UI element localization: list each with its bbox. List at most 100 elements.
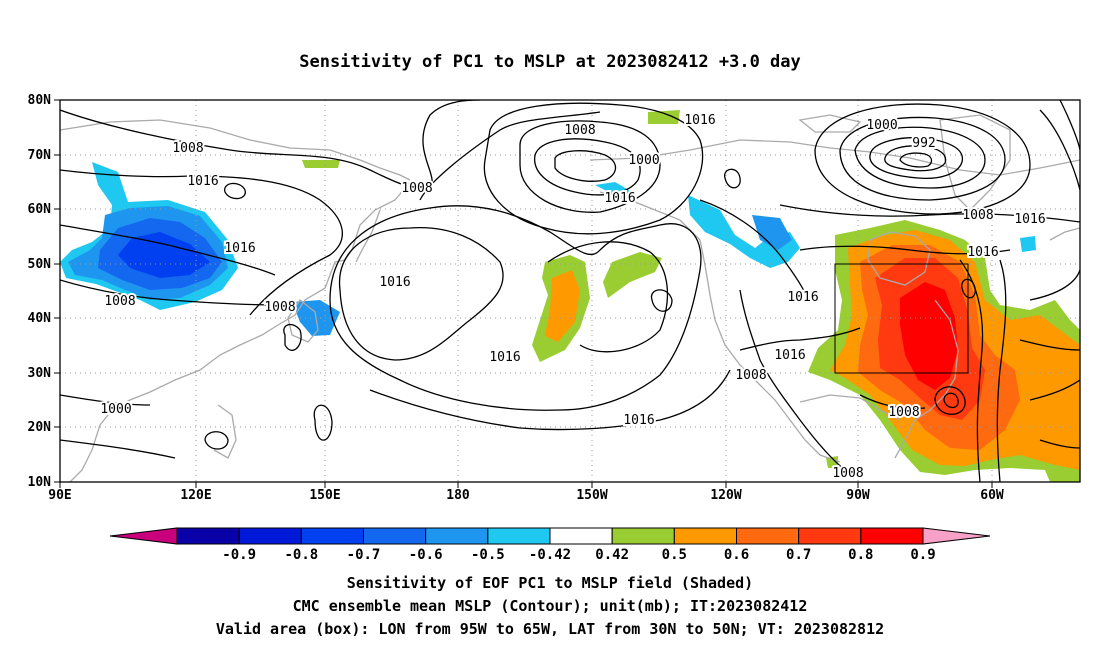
colorbar-label: 0.5 <box>662 547 687 563</box>
contour-1016-coast2 <box>739 327 861 351</box>
caption-line-3: Valid area (box): LON from 95W to 65W, L… <box>216 620 884 638</box>
contour-label: 1016 <box>774 348 805 363</box>
shade-arctic-green1 <box>648 110 680 124</box>
lat-label: 20N <box>28 420 52 435</box>
contour-label: 1016 <box>623 413 654 428</box>
lon-label: 120W <box>710 488 741 503</box>
contour-1016-west <box>60 169 343 316</box>
coast-japan <box>287 299 319 343</box>
colorbar-bin <box>238 527 302 545</box>
colorbar-max-triangle <box>922 527 991 545</box>
contour-label: 1016 <box>379 275 410 290</box>
colorbar-bin <box>736 527 800 545</box>
lat-label: 30N <box>28 366 52 381</box>
contour-label: 1016 <box>604 191 635 206</box>
colorbar-label: 0.42 <box>595 547 629 563</box>
contour-label: 1008 <box>888 405 919 420</box>
contour-atl-east4 <box>1039 439 1080 449</box>
colorbar-label: 0.8 <box>848 547 873 563</box>
contour-1008-asia <box>60 279 281 306</box>
colorbar-label: -0.9 <box>222 547 256 563</box>
map-frame <box>59 99 1081 483</box>
contour-pac-small1 <box>724 168 741 189</box>
contour-arctic-atl <box>1039 109 1080 191</box>
lat-label: 50N <box>28 257 52 272</box>
contour-greenland-992 <box>884 145 947 172</box>
contour-1016-pac-outer <box>329 205 702 411</box>
coast-na-west <box>599 191 841 463</box>
coast-na-arctic <box>589 139 1080 176</box>
contour-label: 1008 <box>172 141 203 156</box>
lat-label: 60N <box>28 202 52 217</box>
colorbar: -0.9 -0.8 -0.7 -0.6 -0.5 -0.42 0.42 0.5 0.6 0.7 0.… <box>109 527 991 563</box>
lon-label: 60W <box>980 488 1004 503</box>
contour-label: 1000 <box>100 402 131 417</box>
contour-1016-coast <box>699 199 809 301</box>
contour-label: 992 <box>912 136 935 151</box>
colorbar-label: -0.7 <box>347 547 381 563</box>
contour-1016-np <box>419 111 601 201</box>
contour-low-asia1 <box>283 323 302 351</box>
contour-na-trough2 <box>996 259 1007 482</box>
shade-pac-blue2 <box>752 215 792 250</box>
contour-1008-gulf <box>859 394 926 410</box>
contour-label: 1008 <box>401 181 432 196</box>
colorbar-min-triangle <box>109 527 178 545</box>
contour-labels: 1008 1016 1016 1008 1008 1000 1008 1016 … <box>98 111 1047 482</box>
axis-tick-marks <box>54 99 993 488</box>
lon-label: 150E <box>309 488 340 503</box>
coast-kamchatka <box>355 209 381 263</box>
lon-label: 150W <box>576 488 607 503</box>
contour-1008-atl <box>779 204 1080 223</box>
mslp-contours <box>60 100 1080 482</box>
contour-label: 1016 <box>787 290 818 305</box>
contour-atl-east <box>1029 269 1080 301</box>
coast-na-east <box>894 299 959 459</box>
contour-label: 1000 <box>628 153 659 168</box>
colorbar-bin <box>673 527 737 545</box>
lon-label: 180 <box>446 488 470 503</box>
contour-greenland-low-mid1 <box>839 116 1006 201</box>
coast-europe <box>1049 227 1080 241</box>
shade-na-red <box>900 282 958 390</box>
colorbar-bin <box>611 527 675 545</box>
contour-greenland-1000 <box>854 126 986 189</box>
shade-atl-blue <box>1020 236 1036 252</box>
longitude-labels: 90E 120E 150E 180 150W 120W 90W 60W <box>48 488 1004 503</box>
shade-pac-green2 <box>603 252 662 298</box>
contour-low-na <box>934 386 966 415</box>
colorbar-label: 0.6 <box>724 547 749 563</box>
colorbar-label: -0.5 <box>471 547 505 563</box>
shade-pac-orange1 <box>545 270 580 342</box>
contour-pac-inner <box>547 241 669 353</box>
contour-label: 1008 <box>832 466 863 481</box>
colorbar-bin <box>860 527 924 545</box>
contour-label: 1016 <box>1014 212 1045 227</box>
contour-arctic-atl2 <box>1059 100 1080 151</box>
colorbar-label: 0.9 <box>910 547 935 563</box>
coast-philippines <box>213 404 237 459</box>
contour-1000-asia <box>60 394 151 406</box>
contour-1016-pac-low <box>369 369 731 431</box>
shade-africa-green <box>826 456 838 468</box>
shade-pac-blue3 <box>595 182 632 198</box>
contour-1008-south <box>60 439 176 459</box>
contour-na-lowring <box>961 278 976 299</box>
shade-arctic-green2 <box>302 160 340 168</box>
contour-asia-small <box>224 182 246 200</box>
contour-label: 1008 <box>962 208 993 223</box>
contour-label: 1008 <box>564 123 595 138</box>
coast-arctic-islands <box>798 114 862 133</box>
colorbar-bin <box>487 527 551 545</box>
contour-label: 1016 <box>684 113 715 128</box>
contour-label: 1008 <box>264 300 295 315</box>
coast-gulf <box>799 394 901 421</box>
lon-label: 90W <box>846 488 870 503</box>
negative-sensitivity-shading <box>60 162 1036 336</box>
captions: Sensitivity of EOF PC1 to MSLP field (Sh… <box>216 574 884 638</box>
lat-label: 80N <box>28 93 52 108</box>
colorbar-label: -0.6 <box>409 547 443 563</box>
contour-high-pac <box>338 226 504 361</box>
colorbar-bin <box>798 527 862 545</box>
map-title: Sensitivity of PC1 to MSLP at 2023082412… <box>299 52 801 72</box>
